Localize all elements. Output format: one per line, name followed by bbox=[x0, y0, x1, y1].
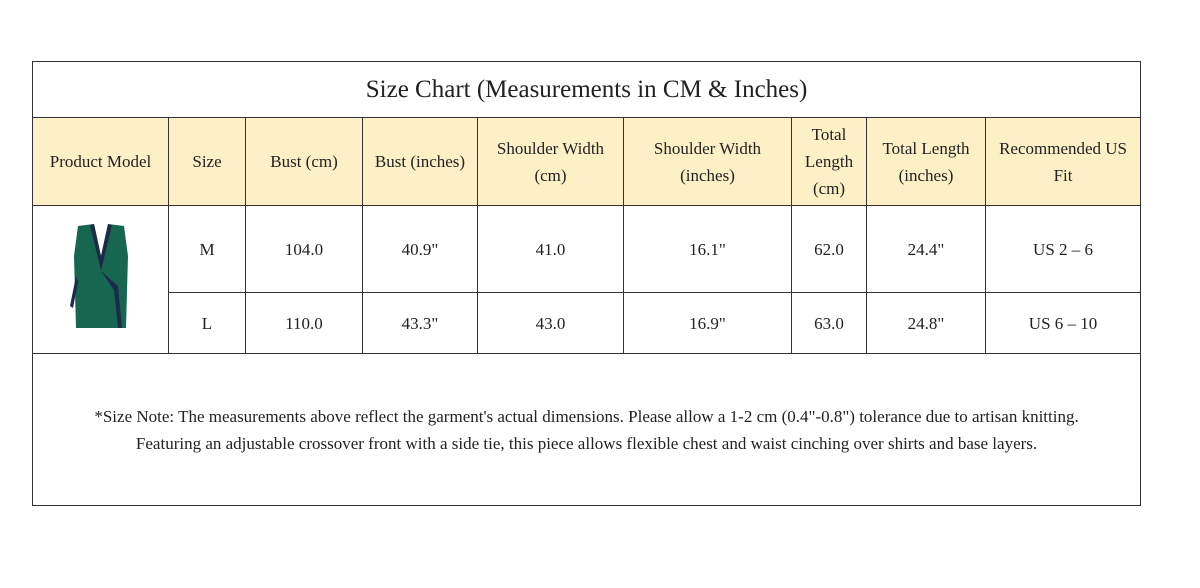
table-cell: 16.9" bbox=[623, 292, 792, 354]
column-header: Shoulder Width (cm) bbox=[477, 117, 624, 206]
note-line: Featuring an adjustable crossover front … bbox=[135, 433, 1038, 453]
column-header: Shoulder Width (inches) bbox=[623, 117, 792, 206]
table-cell: 41.0 bbox=[477, 205, 624, 293]
table-cell: L bbox=[168, 292, 246, 354]
column-header: Total Length (cm) bbox=[791, 117, 867, 206]
table-cell: 24.8" bbox=[866, 292, 986, 354]
note-line: *Size Note: The measurements above refle… bbox=[94, 406, 1079, 426]
vest-image bbox=[69, 223, 128, 328]
table-cell: 110.0 bbox=[245, 292, 363, 354]
table-cell: 40.9" bbox=[362, 205, 478, 293]
table-cell: M bbox=[168, 205, 246, 293]
table-cell: US 2 – 6 bbox=[984, 205, 1142, 293]
table-cell: 104.0 bbox=[245, 205, 363, 293]
size-table: Size Chart (Measurements in CM & Inches)… bbox=[31, 61, 1142, 506]
table-cell: 24.4" bbox=[866, 205, 986, 293]
column-header: Size bbox=[168, 117, 246, 206]
column-header: Recommended US Fit bbox=[984, 117, 1142, 206]
column-header: Product Model bbox=[32, 117, 169, 206]
table-cell: 62.0 bbox=[791, 205, 867, 293]
column-header: Total Length (inches) bbox=[866, 117, 986, 206]
table-cell: 63.0 bbox=[791, 292, 867, 354]
product-image bbox=[32, 205, 169, 354]
table-title: Size Chart (Measurements in CM & Inches) bbox=[31, 61, 1142, 118]
table-cell: 16.1" bbox=[623, 205, 792, 293]
column-header: Bust (cm) bbox=[245, 117, 363, 206]
table-cell: 43.0 bbox=[477, 292, 624, 354]
column-header: Bust (inches) bbox=[362, 117, 478, 206]
size-note: *Size Note: The measurements above refle… bbox=[31, 353, 1142, 506]
table-cell: US 6 – 10 bbox=[984, 292, 1142, 354]
table-cell: 43.3" bbox=[362, 292, 478, 354]
